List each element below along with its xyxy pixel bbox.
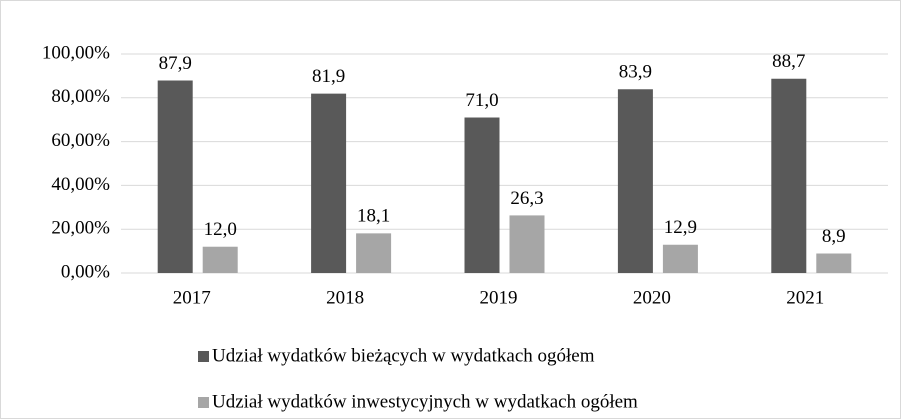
value-label: 81,9 <box>312 66 345 87</box>
value-label: 88,7 <box>772 51 805 72</box>
value-label: 83,9 <box>619 62 652 83</box>
value-label: 26,3 <box>510 188 543 209</box>
x-tick-label: 2019 <box>480 287 518 308</box>
value-label: 71,0 <box>465 90 498 111</box>
y-tick-label: 20,00% <box>51 218 110 239</box>
legend-label: Udział wydatków inwestycyjnych w wydatka… <box>212 391 638 412</box>
bar <box>464 117 500 273</box>
bar <box>202 246 238 273</box>
legend-swatch <box>198 397 209 408</box>
bar <box>662 244 698 273</box>
y-tick-label: 100,00% <box>42 42 110 63</box>
x-tick-label: 2018 <box>326 287 364 308</box>
x-tick-label: 2021 <box>786 287 824 308</box>
bar <box>356 233 392 273</box>
value-label: 8,9 <box>822 226 846 247</box>
bar <box>509 215 545 273</box>
legend-swatch <box>198 351 209 362</box>
y-tick-label: 80,00% <box>51 86 110 107</box>
value-label: 87,9 <box>159 53 192 74</box>
value-label: 18,1 <box>357 206 390 227</box>
y-tick-label: 0,00% <box>61 261 110 282</box>
x-tick-label: 2017 <box>173 287 211 308</box>
value-label: 12,0 <box>204 219 237 240</box>
bar <box>816 253 852 273</box>
value-label: 12,9 <box>664 217 697 238</box>
legend-label: Udział wydatków bieżących w wydatkach og… <box>212 345 595 366</box>
bar <box>311 93 347 273</box>
y-tick-label: 40,00% <box>51 174 110 195</box>
bar <box>617 89 653 273</box>
bar <box>771 78 807 273</box>
x-tick-label: 2020 <box>633 287 671 308</box>
y-tick-label: 60,00% <box>51 130 110 151</box>
bar <box>157 80 193 274</box>
